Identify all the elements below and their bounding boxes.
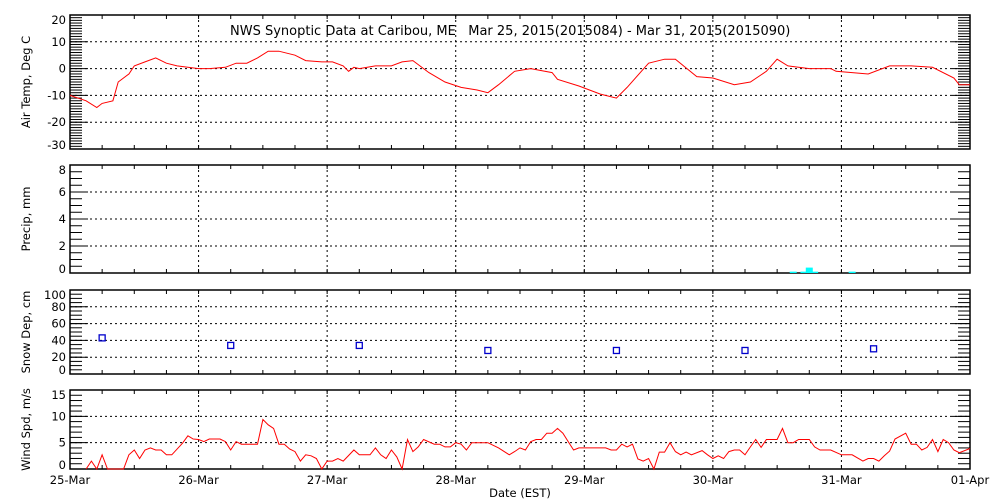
y-tick-label: 10 xyxy=(51,409,66,423)
y-tick-label: 60 xyxy=(51,317,66,331)
x-axis-label: Date (EST) xyxy=(489,486,551,500)
precip-bar xyxy=(811,271,819,273)
y-tick-label: 0 xyxy=(59,458,66,472)
snow-depth-marker xyxy=(98,334,106,342)
data-series-line xyxy=(69,50,970,109)
y-tick-label: -20 xyxy=(47,115,66,129)
y-axis-label: Precip, mm xyxy=(19,187,33,252)
y-tick-label: 0 xyxy=(59,262,66,276)
y-tick-label: 6 xyxy=(59,185,66,199)
x-tick-label: 28-Mar xyxy=(435,473,476,487)
snow-depth-marker xyxy=(612,346,621,355)
snow-depth-marker xyxy=(869,345,878,353)
precip-bar xyxy=(789,271,797,273)
data-series-line xyxy=(85,418,971,471)
x-tick-label: 30-Mar xyxy=(693,473,734,487)
chart-title: NWS Synoptic Data at Caribou, ME Mar 25,… xyxy=(230,24,790,39)
x-tick-label: 25-Mar xyxy=(50,473,91,487)
y-tick-label: 20 xyxy=(51,13,66,27)
panel-frame xyxy=(69,389,971,470)
snow-depth-marker xyxy=(484,346,492,355)
panel-frame xyxy=(69,164,971,274)
y-tick-label: 2 xyxy=(59,239,66,253)
panel-frame xyxy=(69,289,971,375)
y-tick-label: 100 xyxy=(44,288,66,302)
y-tick-label: 8 xyxy=(59,163,66,177)
snow-depth-marker xyxy=(227,341,235,350)
x-tick-label: 27-Mar xyxy=(307,473,348,487)
y-tick-label: 5 xyxy=(59,436,66,450)
precip-bar xyxy=(805,267,813,273)
x-tick-label: 31-Mar xyxy=(821,473,862,487)
panel-3: 0 5 10 15 Wind Spd, m/s xyxy=(19,388,971,472)
x-tick-label: 29-Mar xyxy=(564,473,605,487)
panel-0: -30 -20 -10 0 10 20 Air Temp, Deg C xyxy=(19,13,971,152)
panel-frame xyxy=(69,14,971,150)
snow-depth-marker xyxy=(741,346,749,355)
y-axis-label: Air Temp, Deg C xyxy=(19,36,33,128)
x-tick-label: 26-Mar xyxy=(178,473,219,487)
x-tick-label: 01-Apr xyxy=(951,473,990,487)
y-tick-label: 10 xyxy=(51,35,66,49)
y-tick-label: 15 xyxy=(51,388,66,402)
precip-bar xyxy=(848,271,856,273)
y-tick-label: 40 xyxy=(51,333,66,347)
y-axis-label: Snow Dep, cm xyxy=(19,291,33,374)
y-tick-label: -10 xyxy=(47,88,66,102)
y-tick-label: 4 xyxy=(59,212,66,226)
snow-depth-marker xyxy=(355,341,363,350)
y-tick-label: 80 xyxy=(51,300,66,314)
y-axis-label: Wind Spd, m/s xyxy=(19,388,33,471)
panel-1: 0 2 4 6 8 Precip, mm xyxy=(19,163,971,276)
precip-bar xyxy=(800,271,808,273)
y-tick-label: 0 xyxy=(59,363,66,377)
y-tick-label: -30 xyxy=(47,138,66,152)
y-tick-label: 0 xyxy=(59,62,66,76)
y-tick-label: 20 xyxy=(51,350,66,364)
